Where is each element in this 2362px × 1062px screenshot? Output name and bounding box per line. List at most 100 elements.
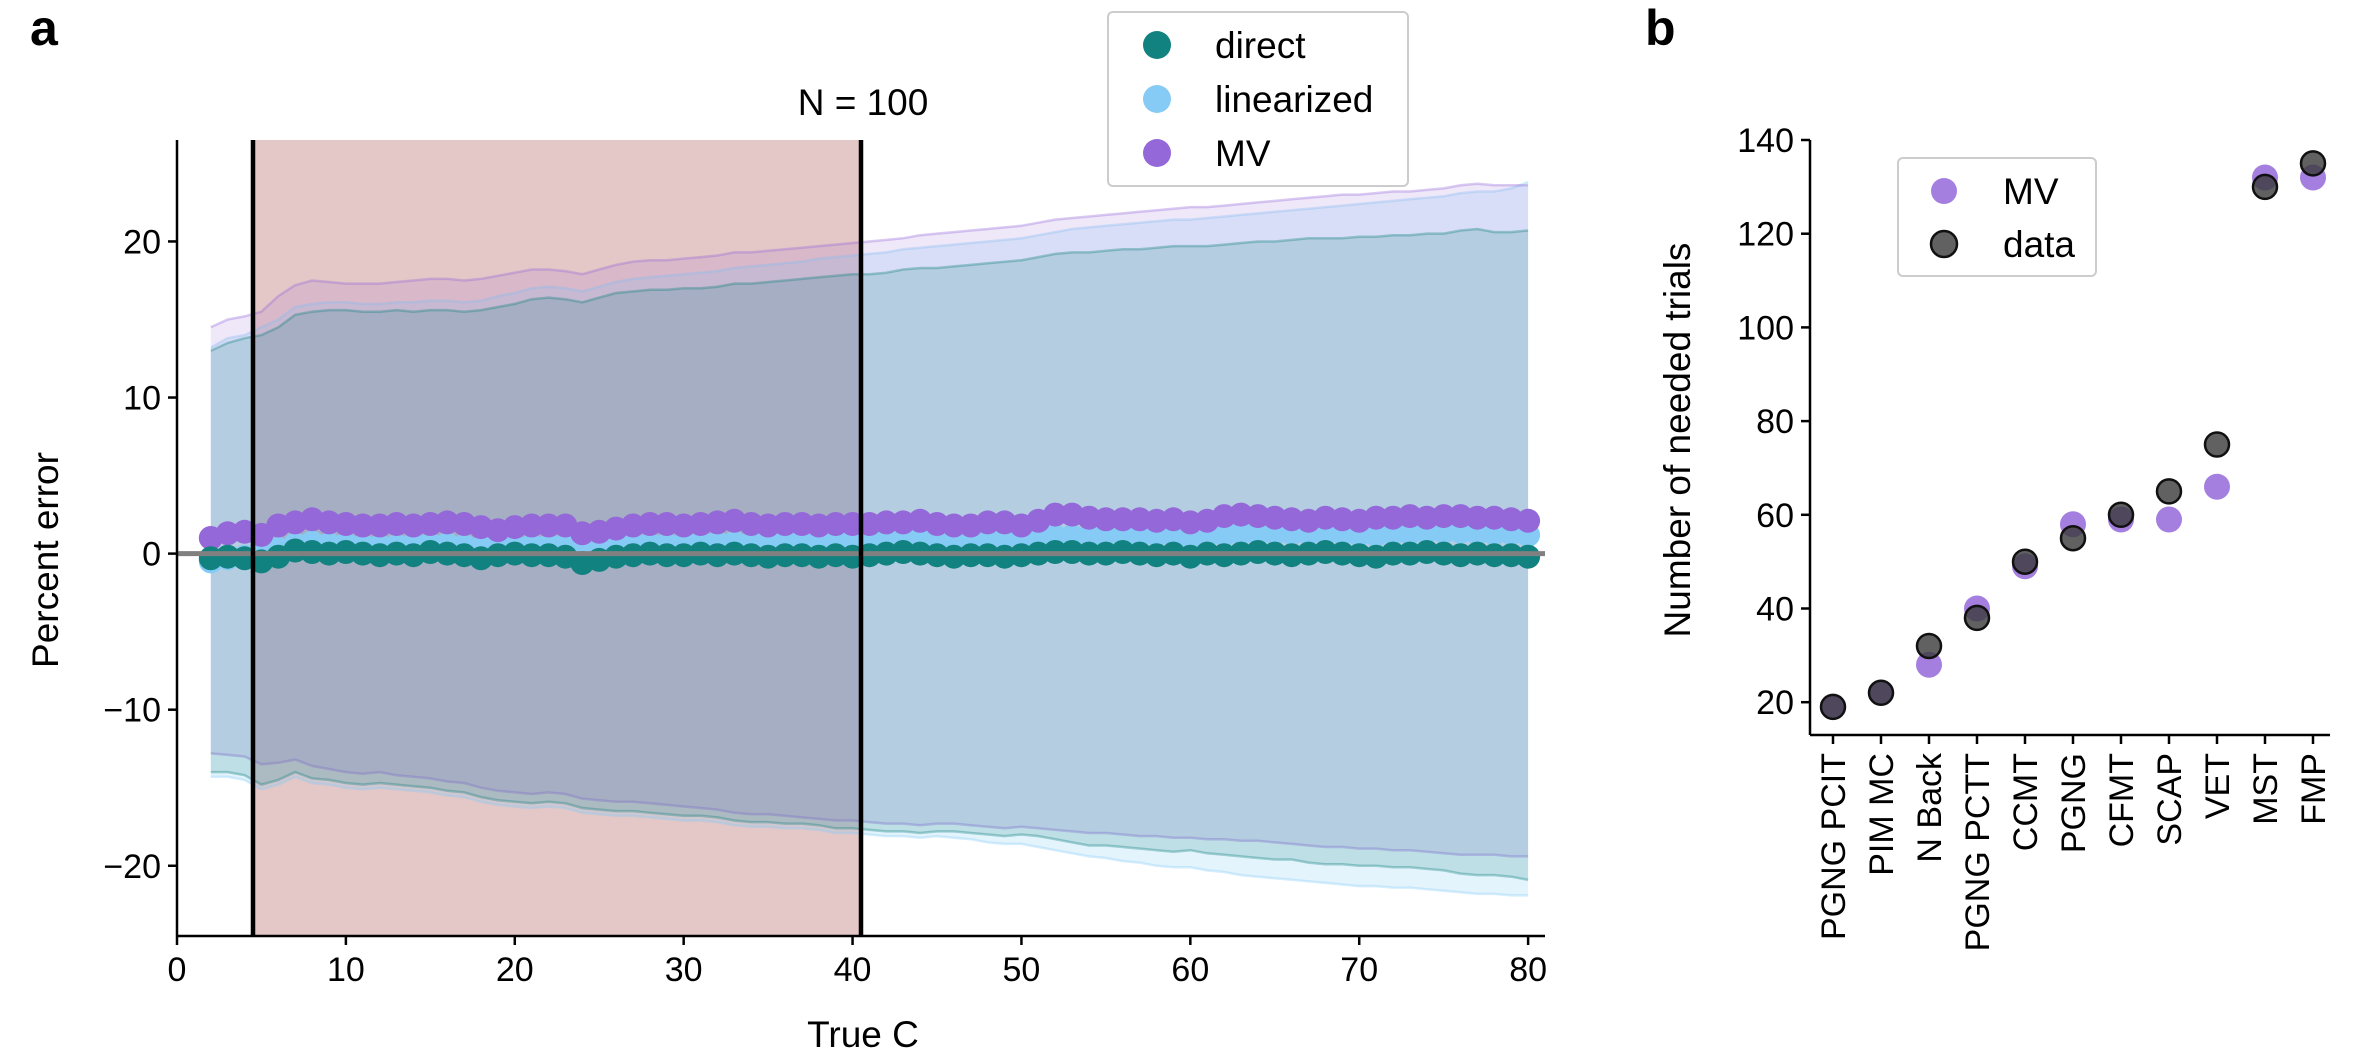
y-axis-label-b: Number of needed trials	[1657, 243, 1698, 638]
y-tick-label-b: 40	[1756, 591, 1794, 629]
y-tick-label: 0	[142, 536, 161, 574]
legend-marker-data-b	[1929, 229, 1959, 259]
chart-title: N = 100	[798, 82, 929, 123]
legend-marker-linearized	[1143, 85, 1171, 113]
y-tick-label: −10	[103, 692, 161, 730]
point-data-b	[2155, 478, 2183, 505]
legend-label-MV: MV	[1215, 133, 1271, 174]
category-label: PIM MC	[1863, 753, 1901, 876]
y-tick-label-b: 140	[1737, 122, 1794, 160]
point-MV	[975, 510, 1000, 535]
y-axis-label: Percent error	[25, 452, 66, 668]
point-MV	[1110, 507, 1135, 532]
category-label: FMP	[2295, 753, 2333, 825]
legend-b: MV data	[1897, 157, 2097, 277]
y-tick-label: 10	[123, 380, 161, 418]
point-data-b	[2011, 548, 2039, 575]
point-MV	[536, 513, 561, 538]
category-label: CCMT	[2007, 753, 2045, 851]
category-label: MST	[2247, 753, 2285, 825]
point-MV	[823, 512, 848, 536]
y-tick-label-b: 80	[1756, 403, 1794, 441]
point-MV	[840, 512, 865, 536]
x-tick-label: 0	[168, 951, 187, 989]
point-MV	[1364, 505, 1389, 530]
x-tick-label: 50	[1003, 951, 1041, 989]
point-MV	[773, 512, 797, 536]
y-tick-label: 20	[123, 223, 161, 261]
category-label: SCAP	[2151, 753, 2189, 846]
band-edge-direct-lower	[210, 770, 1529, 882]
legend-a: direct linearized MV	[1107, 11, 1409, 187]
y-tick-label: −20	[103, 848, 161, 886]
category-label: PGNG	[2055, 753, 2093, 853]
point-linearized	[1077, 524, 1101, 549]
category-label: VET	[2199, 753, 2237, 819]
point-MV-b	[2156, 506, 2182, 533]
panel-b-chart: 20 40 60 80 100 120 140 PGNG PCIT PIM MC N Back PG…	[1657, 122, 2333, 951]
point-MV	[874, 510, 899, 535]
y-tick-label-b: 100	[1737, 309, 1794, 347]
x-tick-label: 10	[327, 951, 365, 989]
category-label: CFMT	[2103, 753, 2141, 847]
point-data-b	[2203, 431, 2231, 458]
axes-b: 20 40 60 80 100 120 140 PGNG PCIT PIM MC N Back PG…	[1737, 122, 2333, 951]
band-edge-MV-upper	[210, 182, 1529, 329]
band-edge-linearized-lower	[210, 775, 1529, 897]
point-data-b	[1915, 632, 1943, 660]
x-tick-label: 70	[1340, 951, 1378, 989]
point-MV	[1431, 504, 1456, 529]
legend-label-data-b: data	[2003, 224, 2075, 265]
point-data-b	[1867, 679, 1895, 707]
point-data-b	[2251, 173, 2279, 201]
x-tick-label: 30	[665, 951, 703, 989]
point-MV	[941, 513, 966, 538]
legend-marker-direct	[1143, 31, 1171, 59]
point-data-b	[2299, 150, 2327, 177]
legend-box	[1107, 11, 1409, 187]
y-tick-label-b: 60	[1756, 497, 1794, 535]
category-label: PGNG PCTT	[1959, 753, 1997, 951]
category-label: N Back	[1911, 752, 1949, 863]
point-data-b	[2059, 524, 2087, 552]
point-data-b	[2107, 501, 2135, 529]
point-MV	[1093, 507, 1118, 532]
category-label: PGNG PCIT	[1815, 753, 1853, 940]
reference-lines	[177, 140, 1545, 936]
data-points-b	[1819, 150, 2327, 721]
x-axis-label: True C	[807, 1014, 919, 1055]
point-MV	[1465, 505, 1490, 530]
point-MV-b	[1916, 651, 1942, 678]
point-MV	[1043, 502, 1068, 527]
y-tick-label-b: 20	[1756, 684, 1794, 722]
point-data-b	[1963, 604, 1991, 632]
band-edge-MV-lower	[210, 752, 1529, 858]
point-MV	[519, 513, 544, 538]
panel-b-label: b	[1645, 0, 1676, 56]
point-linearized	[1229, 521, 1253, 546]
x-tick-label: 40	[834, 951, 872, 989]
band-edge-linearized-upper	[210, 180, 1529, 349]
panel-a-chart: 0 10 20 30 40 50 60 70 80 −20 −10 0 10 20 N = 100 Tru…	[25, 11, 1547, 1055]
point-MV-b	[2204, 473, 2230, 500]
axes-a: 0 10 20 30 40 50 60 70 80 −20 −10 0 10 20	[103, 140, 1547, 989]
panel-a-label: a	[30, 0, 59, 56]
x-tick-label: 20	[496, 951, 534, 989]
legend-marker-MV-b	[1931, 178, 1957, 204]
point-MV	[350, 513, 375, 538]
point-linearized	[1245, 521, 1270, 546]
point-MV	[637, 512, 662, 536]
x-tick-label: 60	[1171, 951, 1209, 989]
legend-label-direct: direct	[1215, 25, 1306, 66]
band-edge-direct-upper	[210, 227, 1529, 352]
legend-marker-MV	[1143, 139, 1171, 167]
point-MV	[1516, 508, 1541, 533]
legend-label-MV-b: MV	[2003, 171, 2059, 212]
point-data-b	[1819, 693, 1847, 721]
point-direct	[1516, 544, 1541, 569]
x-tick-label: 80	[1509, 951, 1547, 989]
y-tick-label-b: 120	[1737, 216, 1794, 254]
legend-label-linearized: linearized	[1215, 79, 1373, 120]
data-points	[198, 502, 1541, 575]
